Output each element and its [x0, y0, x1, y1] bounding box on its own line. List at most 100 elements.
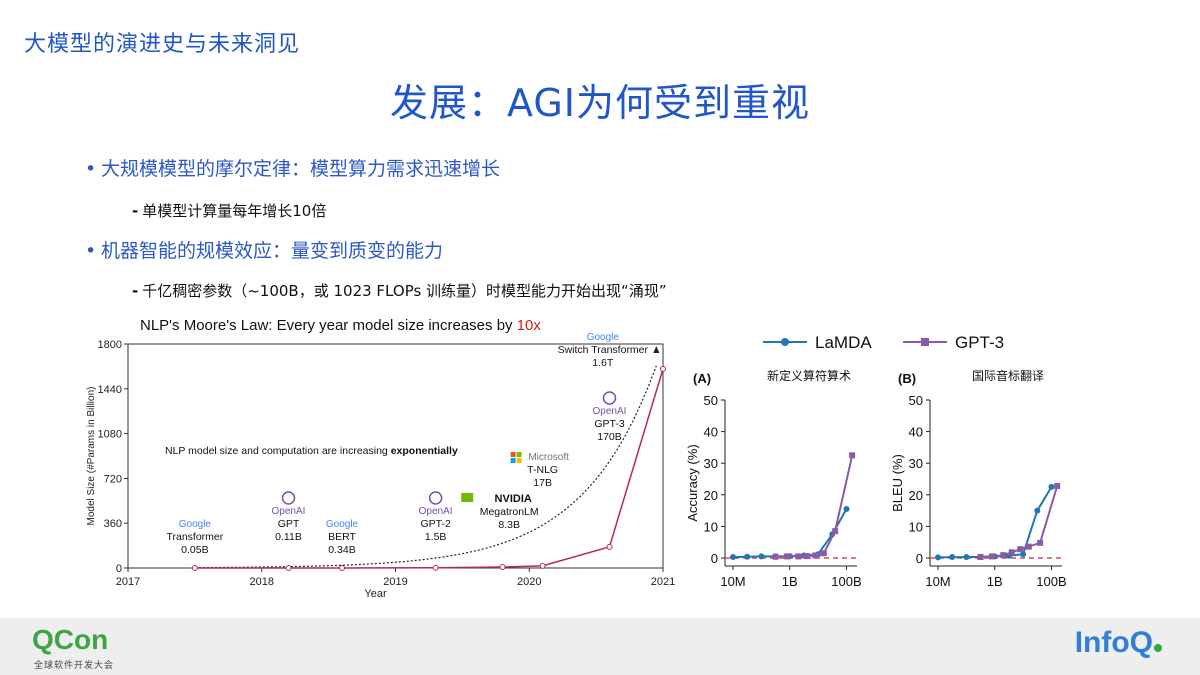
series-point — [1017, 546, 1024, 553]
panel-a: (A) 新定义算符算术 0 10 20 30 40 50 10M 1B 100B Accuracy (… — [685, 368, 862, 589]
org-label: OpenAI — [593, 406, 627, 417]
series-point — [1025, 543, 1032, 550]
exponential-trend-line — [194, 365, 657, 569]
y-tick-label: 50 — [704, 393, 718, 408]
series-point — [977, 554, 984, 561]
model-name: BERT — [328, 531, 356, 543]
model-size-point — [606, 543, 613, 550]
series-point — [1000, 552, 1007, 559]
series-point — [1008, 549, 1015, 556]
panel-title: 国际音标翻译 — [972, 368, 1044, 383]
footer: QCon 全球软件开发大会 InfoQ — [0, 618, 1200, 675]
series-point — [843, 506, 850, 513]
y-axis-label: BLEU (%) — [890, 454, 905, 512]
exponential-annotation: NLP model size and computation are incre… — [165, 445, 458, 457]
series-point — [744, 553, 751, 560]
chart-title: NLP's Moore's Law: Every year model size… — [140, 317, 541, 334]
y-tick-label: 20 — [704, 488, 718, 503]
trend-arrow-icon — [653, 345, 660, 353]
x-axis-label: Year — [364, 588, 387, 600]
model-name: GPT-3 — [594, 418, 625, 430]
model-size: 17B — [533, 477, 552, 489]
series-point — [935, 554, 941, 561]
y-tick-label: 10 — [909, 519, 923, 534]
series-point — [820, 550, 827, 557]
series-point — [758, 553, 765, 560]
y-tick-label: 720 — [104, 473, 122, 485]
chart-title-main: NLP's Moore's Law: Every year model size… — [140, 317, 517, 334]
slide-title: 发展：AGI为何受到重视 — [390, 81, 810, 125]
header-title: 大模型的演进史与未来洞见 — [24, 32, 301, 57]
series-point — [1054, 482, 1061, 489]
org-label: Google — [179, 519, 212, 530]
series-point — [849, 452, 856, 459]
moores-law-svg: 0 360 720 1080 1440 1800 2017 2018 2019 2020 2021 Y… — [86, 332, 675, 600]
series-point — [730, 554, 736, 561]
y-tick-label: 20 — [909, 488, 923, 503]
model-size-point — [191, 564, 198, 571]
x-tick-label: 100B — [1036, 574, 1066, 589]
model-size: 1.5B — [425, 531, 447, 543]
bullet-2-text: 机器智能的规模效应：量变到质变的能力 — [101, 240, 444, 262]
org-label: Google — [326, 519, 359, 530]
x-tick-label: 1B — [987, 574, 1003, 589]
x-tick-label: 2021 — [651, 576, 675, 588]
y-tick-label: 1080 — [98, 429, 122, 441]
y-tick-label: 360 — [104, 518, 122, 530]
model-name: GPT — [278, 518, 300, 530]
series-point — [949, 554, 956, 561]
org-label: OpenAI — [419, 506, 453, 517]
y-tick-label: 50 — [909, 393, 923, 408]
legend-label: GPT-3 — [955, 333, 1004, 352]
model-name: Transformer — [166, 531, 223, 543]
series-point — [1034, 507, 1041, 514]
series-point — [988, 553, 995, 560]
y-axis-label: Model Size (#Params in Billion) — [86, 387, 97, 526]
model-size: 0.05B — [181, 544, 208, 556]
model-size-point — [339, 564, 345, 571]
model-size-point — [432, 564, 439, 571]
model-size: 1.6T — [592, 357, 614, 369]
y-axis-label: Accuracy (%) — [685, 444, 700, 521]
x-tick-label: 2020 — [517, 576, 541, 588]
y-tick-label: 30 — [909, 456, 923, 471]
x-tick-label: 2018 — [250, 576, 274, 588]
bullet-1-sub: - 单模型计算量每年增长10倍 — [132, 202, 327, 220]
model-size-point — [660, 365, 666, 372]
openai-icon — [281, 491, 296, 505]
qcon-subtitle: 全球软件开发大会 — [34, 661, 115, 671]
series-point — [795, 553, 802, 560]
y-tick-label: 40 — [909, 425, 923, 440]
microsoft-icon-square — [510, 458, 516, 463]
model-size: 8.3B — [498, 519, 520, 531]
bullet-2-sub-text: 千亿稠密参数（~100B，或 1023 FLOPs 训练量）时模型能力开始出现“… — [142, 282, 667, 300]
y-tick-label: 40 — [704, 425, 718, 440]
series-line-lamda — [732, 508, 848, 559]
y-tick-label: 0 — [711, 551, 718, 566]
microsoft-icon-square — [516, 452, 522, 457]
series-point — [963, 554, 970, 561]
y-tick-label: 0 — [116, 563, 122, 575]
model-name: Switch Transformer — [558, 344, 649, 356]
x-tick-label: 10M — [720, 574, 745, 589]
y-tick-label: 0 — [916, 551, 923, 566]
emergence-charts: LaMDA GPT-3 (A) 新定义算符算术 0 10 20 30 40 50 10M 1B 100B… — [685, 318, 1200, 618]
org-label: Google — [587, 332, 620, 343]
model-name: T-NLG — [527, 464, 558, 476]
series-point — [1037, 539, 1044, 546]
infoq-dot-icon — [1154, 644, 1162, 652]
legend: LaMDA GPT-3 — [763, 333, 1004, 352]
series-point — [812, 552, 819, 559]
bullet-1: • 大规模模型的摩尔定律：模型算力需求迅速增长 — [85, 158, 501, 180]
x-tick-label: 1B — [782, 574, 798, 589]
infoq-logo-text: InfoQ — [1074, 626, 1153, 659]
panel-b: (B) 国际音标翻译 0 10 20 30 40 50 10M 1B 100B BLEU (%) — [890, 368, 1067, 589]
model-size-point — [499, 563, 506, 570]
